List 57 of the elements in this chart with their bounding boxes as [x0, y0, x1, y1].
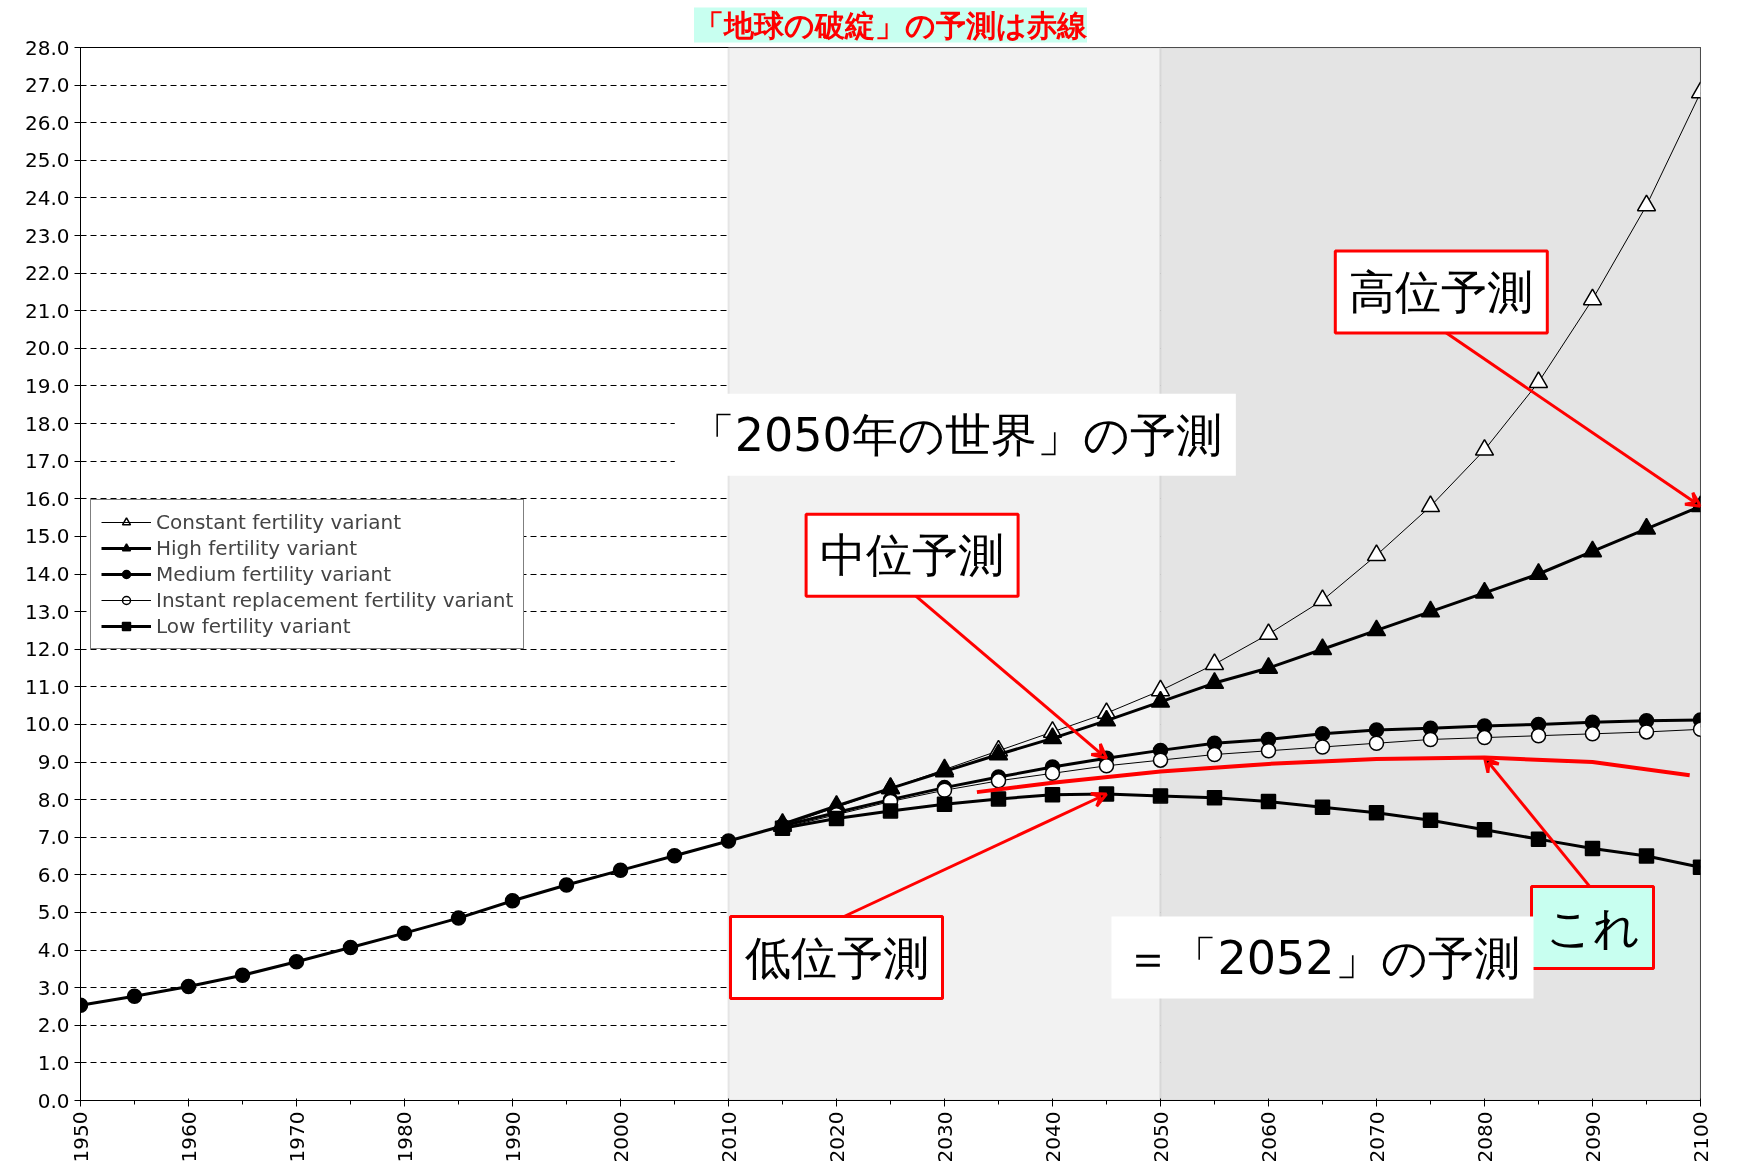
- legend-label: High fertility variant: [156, 535, 358, 560]
- y-tick-label: 16.0: [24, 486, 70, 511]
- legend-label: Low fertility variant: [156, 613, 351, 638]
- x-tick-label: 1950: [68, 1111, 93, 1163]
- annotation: 「2050年の世界」の予測: [688, 407, 1222, 462]
- y-tick-label: 17.0: [24, 449, 70, 474]
- y-tick-label: 20.0: [24, 336, 70, 361]
- x-tick-label: 2050: [1148, 1111, 1173, 1163]
- annotation: 中位予測: [820, 528, 1005, 583]
- y-tick-label: 2.0: [37, 1013, 70, 1038]
- annotation: ＝「2052」の予測: [1125, 930, 1520, 985]
- x-tick-label: 1960: [176, 1111, 201, 1163]
- y-tick-label: 27.0: [24, 73, 70, 98]
- y-tick-label: 25.0: [24, 148, 70, 173]
- y-tick-label: 9.0: [37, 750, 70, 775]
- annotation: これ: [1545, 900, 1640, 955]
- x-tick-label: 2070: [1364, 1111, 1389, 1163]
- y-tick-label: 23.0: [24, 223, 70, 248]
- y-tick-label: 22.0: [24, 261, 70, 286]
- y-tick-label: 11.0: [24, 674, 70, 699]
- y-tick-label: 14.0: [24, 562, 70, 586]
- x-tick-label: 1980: [392, 1111, 417, 1163]
- x-tick-label: 2080: [1472, 1111, 1497, 1163]
- x-tick-label: 2020: [824, 1111, 849, 1163]
- legend-label: Instant replacement fertility variant: [156, 587, 514, 612]
- y-tick-label: 0.0: [37, 1088, 70, 1113]
- y-tick-label: 10.0: [24, 712, 70, 737]
- annotation: 低位予測: [744, 930, 929, 985]
- x-tick-label: 2060: [1256, 1111, 1281, 1163]
- y-tick-label: 4.0: [37, 938, 70, 963]
- y-tick-label: 5.0: [37, 900, 70, 925]
- x-tick-label: 1970: [284, 1111, 309, 1163]
- y-tick-label: 7.0: [37, 825, 70, 850]
- y-tick-label: 24.0: [24, 185, 70, 210]
- y-tick-label: 8.0: [37, 787, 70, 812]
- y-tick-label: 6.0: [37, 862, 70, 887]
- legend-label: Medium fertility variant: [156, 561, 392, 586]
- x-tick-label: 2030: [932, 1111, 957, 1163]
- y-tick-label: 28.0: [24, 35, 70, 60]
- y-tick-label: 1.0: [37, 1050, 70, 1075]
- y-tick-label: 26.0: [24, 110, 70, 135]
- x-tick-label: 2010: [716, 1111, 741, 1163]
- y-tick-label: 13.0: [24, 599, 70, 624]
- x-tick-label: 2040: [1040, 1111, 1065, 1163]
- chart-title: 「地球の破綻」の予測は赤線: [694, 7, 1088, 43]
- x-tick-label: 2090: [1580, 1111, 1605, 1163]
- y-tick-label: 21.0: [24, 298, 70, 323]
- y-tick-label: 12.0: [24, 637, 70, 662]
- y-tick-label: 15.0: [24, 524, 70, 549]
- legend-label: Constant fertility variant: [156, 509, 402, 534]
- y-tick-label: 19.0: [24, 373, 70, 398]
- y-tick-label: 18.0: [24, 411, 70, 436]
- y-tick-label: 3.0: [37, 975, 70, 1000]
- x-tick-label: 1990: [500, 1111, 525, 1163]
- x-tick-label: 2000: [608, 1111, 633, 1163]
- annotation: 高位予測: [1349, 264, 1534, 319]
- x-tick-label: 2100: [1688, 1111, 1713, 1163]
